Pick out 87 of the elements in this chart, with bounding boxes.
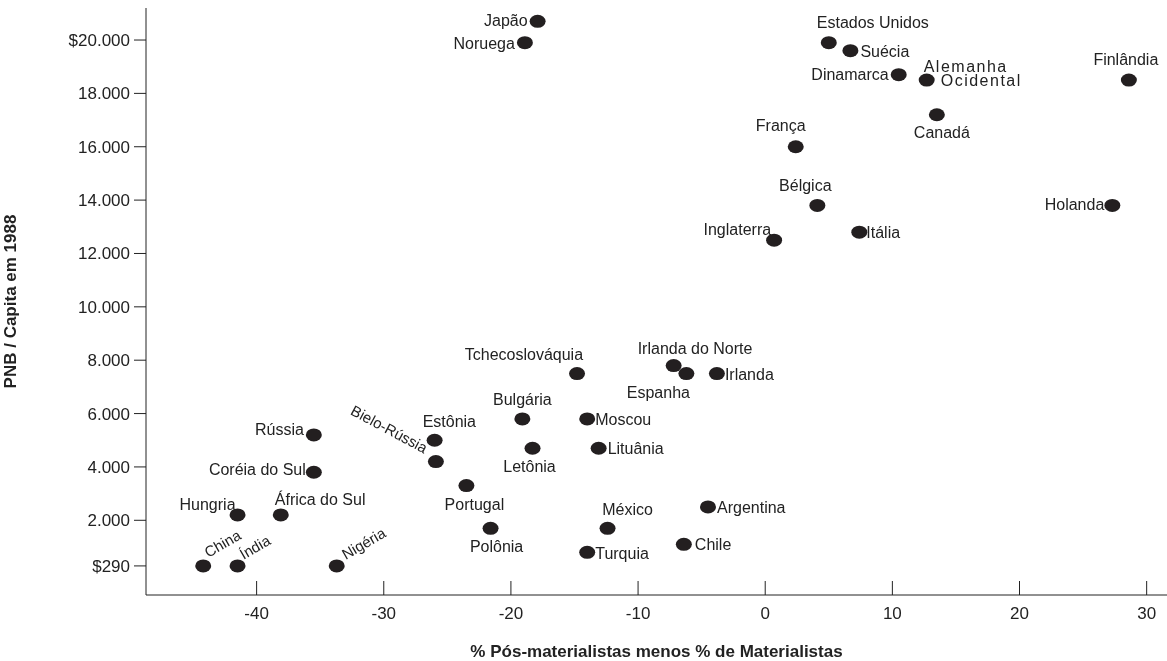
point: [516, 36, 533, 50]
annotation: Estônia: [422, 413, 477, 431]
x-tick-label: 0: [760, 604, 770, 623]
point: [272, 508, 289, 522]
point: [851, 225, 868, 239]
point: [305, 465, 322, 479]
point: [458, 479, 475, 493]
annotation: Inglaterra: [703, 221, 772, 239]
point: [426, 433, 443, 447]
point: [809, 198, 826, 212]
point: [599, 521, 616, 535]
annotation: Noruega: [453, 34, 515, 52]
annotation: Portugal: [444, 495, 505, 513]
point: [195, 559, 212, 573]
annotation: Polônia: [469, 538, 524, 556]
annotation: Hungria: [179, 495, 236, 513]
annotation: Turquia: [595, 545, 649, 563]
x-tick-label: -20: [498, 604, 524, 623]
annotation: Suécia: [860, 42, 910, 60]
annotation: Coréia do Sul: [208, 461, 306, 479]
y-tick-label: 4.000: [87, 457, 130, 477]
annotation: Bélgica: [779, 177, 832, 195]
point: [590, 441, 607, 455]
x-tick-label: 20: [1010, 604, 1029, 623]
annotation: Alemanha Ocidental: [923, 58, 1022, 90]
y-tick-label: 10.000: [78, 297, 130, 317]
annotation: Espanha: [626, 383, 691, 401]
point: [678, 367, 695, 381]
annotation: Chile: [694, 536, 732, 554]
x-tick-label: 30: [1137, 604, 1157, 623]
y-tick-label: $290: [92, 556, 130, 576]
annotation: Irlanda do Norte: [637, 339, 753, 357]
point: [579, 545, 596, 559]
point: [229, 559, 246, 573]
point: [820, 36, 837, 50]
y-tick-label: 18.000: [78, 84, 130, 104]
point: [427, 455, 444, 469]
annotation: Japão: [484, 12, 528, 30]
y-tick-label: $20.000: [68, 31, 130, 51]
annotation: Letônia: [503, 458, 556, 476]
point: [1104, 198, 1121, 212]
point: [842, 44, 859, 58]
x-tick-label: -30: [371, 604, 397, 623]
y-tick-label: 16.000: [78, 137, 130, 157]
annotation: França: [755, 116, 806, 134]
annotation: Argentina: [716, 498, 786, 516]
point: [918, 73, 935, 87]
y-tick-label: 8.000: [87, 351, 130, 371]
annotation: Moscou: [595, 410, 652, 428]
annotation: Itália: [866, 224, 901, 242]
annotation: Irlanda: [724, 365, 774, 383]
point: [665, 359, 682, 373]
point: [514, 412, 531, 426]
point: [529, 14, 546, 28]
x-axis-title: % Pós-materialistas menos % de Materialistas: [470, 642, 843, 661]
annotation: Dinamarca: [811, 65, 889, 83]
point: [708, 367, 725, 381]
y-tick-label: 14.000: [78, 191, 130, 211]
annotation: Tchecoslováquia: [464, 345, 584, 363]
annotation: Estados Unidos: [816, 13, 929, 31]
y-tick-label: 6.000: [87, 404, 130, 424]
y-tick-label: 12.000: [78, 244, 130, 264]
annotation: México: [602, 501, 653, 519]
point: [700, 500, 716, 514]
annotation: África do Sul: [274, 489, 366, 508]
point: [1120, 73, 1137, 87]
y-tick-label: 2.000: [87, 511, 130, 531]
point: [890, 68, 907, 82]
point: [569, 367, 586, 381]
point: [482, 521, 499, 535]
y-axis-title: PNB / Capita em 1988: [1, 214, 21, 389]
annotation: Holanda: [1044, 196, 1105, 214]
annotation: Rússia: [254, 420, 304, 438]
x-tick-label: -40: [244, 604, 269, 623]
annotation: Finlândia: [1093, 51, 1159, 69]
x-tick-label: 10: [882, 604, 902, 623]
point: [524, 441, 541, 455]
point: [305, 428, 322, 442]
annotation: Canadá: [913, 123, 970, 141]
annotation: Lituânia: [607, 440, 664, 458]
point: [579, 412, 596, 426]
point: [928, 108, 945, 122]
point: [675, 537, 692, 551]
annotation: Bulgária: [493, 390, 552, 408]
x-tick-label: -10: [625, 604, 651, 623]
point: [328, 559, 345, 573]
point: [787, 140, 804, 154]
